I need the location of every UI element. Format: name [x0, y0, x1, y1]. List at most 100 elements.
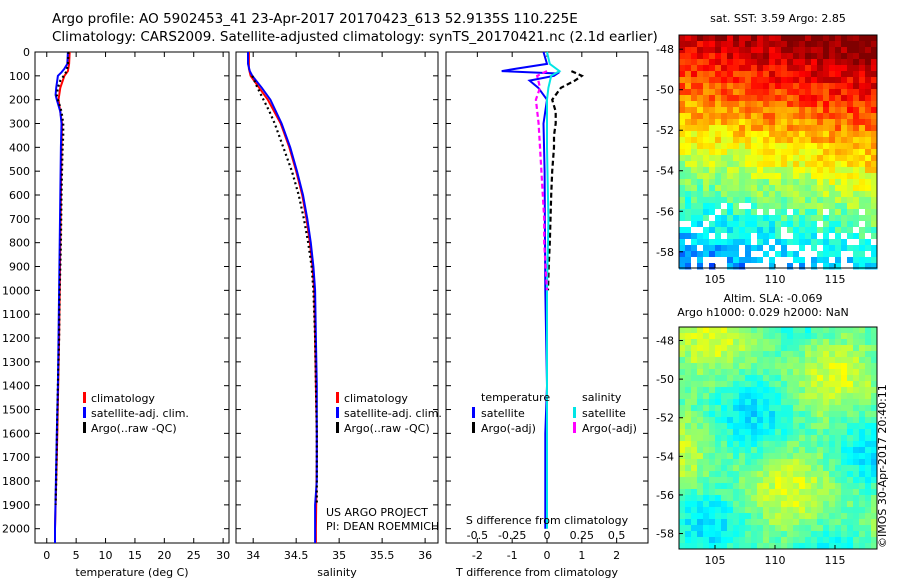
legend-label: satellite — [481, 407, 525, 420]
map-ytick-label: -50 — [656, 373, 674, 386]
map-field — [679, 35, 878, 270]
ytick-label: 1800 — [2, 475, 30, 488]
legend-swatch — [83, 392, 86, 403]
ytick-label: 100 — [9, 70, 30, 83]
map-ytick-label: -50 — [656, 84, 674, 97]
xtick-label: 34.5 — [284, 549, 309, 562]
map-title-line-2: Argo h1000: 0.029 h2000: NaN — [677, 306, 849, 319]
title-line-1: Argo profile: AO 5902453_41 23-Apr-2017 … — [52, 11, 578, 27]
panel-difference: -2 -1 0 1 2 T difference from climatology temp… — [445, 51, 649, 579]
xtick-label: -1 — [507, 549, 518, 562]
map-sst-map: 105 110 115 -48 -50 -52 -54 -56 -58 sat. SST: 3.5… — [656, 12, 878, 286]
xtick-label: 15 — [128, 549, 142, 562]
secondary-tick-label: -0.5 — [467, 529, 488, 542]
xtick-label: -2 — [472, 549, 483, 562]
series-salinity-satellite — [546, 51, 562, 529]
map-xtick-label: 115 — [825, 273, 846, 286]
map-ytick-label: -52 — [656, 124, 674, 137]
xtick-label: 34 — [246, 549, 260, 562]
map-ytick-label: -56 — [656, 205, 674, 218]
map-ytick-label: -54 — [656, 450, 674, 463]
legend-swatch — [83, 422, 86, 433]
series-argo-raw-qc- — [251, 75, 318, 505]
title-line-2: Climatology: CARS2009. Satellite-adjuste… — [52, 29, 658, 45]
secondary-axis-label: S difference from climatology — [466, 514, 629, 527]
legend-header: temperature — [481, 391, 550, 404]
secondary-tick-label: 0.5 — [608, 529, 626, 542]
ytick-label: 400 — [9, 141, 30, 154]
plot-frame — [34, 51, 230, 544]
map-ytick-label: -48 — [656, 43, 674, 56]
map-ytick-label: -52 — [656, 412, 674, 425]
legend-label: climatology — [344, 392, 408, 405]
annotation-project: US ARGO PROJECT — [326, 506, 428, 519]
legend-label: climatology — [91, 392, 155, 405]
map-frame — [678, 326, 878, 550]
series-argo-raw-qc- — [54, 51, 70, 505]
legend-label: satellite-adj. clim. — [91, 407, 189, 420]
legend-label: Argo(-adj) — [582, 422, 637, 435]
legend-swatch — [573, 407, 576, 418]
imos-watermark: ©IMOS 30-Apr-2017 20:40:11 — [876, 384, 889, 548]
xtick-label: 2 — [613, 549, 620, 562]
map-ytick-label: -58 — [656, 528, 674, 541]
ytick-label: 1000 — [2, 284, 30, 297]
secondary-tick-label: 0 — [544, 529, 551, 542]
legend-swatch — [336, 407, 339, 418]
xtick-label: 5 — [73, 549, 80, 562]
legend-label: satellite-adj. clim. — [344, 407, 442, 420]
map-title-line-1: Altim. SLA: -0.069 — [723, 292, 822, 305]
ytick-label: 1100 — [2, 308, 30, 321]
series-temperature-argo-adj- — [546, 70, 585, 291]
xaxis-label: salinity — [317, 566, 357, 579]
panel-temperature: 0100200300400500600700800900100011001200… — [2, 46, 230, 579]
xtick-label: 35.5 — [370, 549, 395, 562]
ytick-label: 500 — [9, 165, 30, 178]
annotation-pi: PI: DEAN ROEMMICH — [326, 520, 439, 533]
ytick-label: 0 — [23, 46, 30, 59]
map-xtick-label: 110 — [765, 273, 786, 286]
map-ytick-label: -56 — [656, 489, 674, 502]
xaxis-label: temperature (deg C) — [75, 566, 188, 579]
legend-swatch — [472, 407, 475, 418]
ytick-label: 2000 — [2, 523, 30, 536]
xtick-label: 1 — [578, 549, 585, 562]
map-ytick-label: -48 — [656, 335, 674, 348]
map-field — [679, 327, 878, 550]
ytick-label: 1400 — [2, 380, 30, 393]
ytick-label: 200 — [9, 94, 30, 107]
ytick-label: 700 — [9, 213, 30, 226]
legend-label: Argo(..raw -QC) — [344, 422, 430, 435]
legend-swatch — [336, 422, 339, 433]
legend-header: salinity — [582, 391, 622, 404]
series-satellite-adj-clim- — [247, 52, 318, 543]
map-xtick-label: 105 — [705, 554, 726, 567]
ytick-label: 1500 — [2, 404, 30, 417]
legend-label: Argo(..raw -QC) — [91, 422, 177, 435]
xtick-label: 10 — [99, 549, 113, 562]
xtick-label: 30 — [216, 549, 230, 562]
map-frame — [678, 34, 878, 269]
map-xtick-label: 105 — [705, 273, 726, 286]
xtick-label: 36 — [418, 549, 432, 562]
secondary-tick-label: -0.25 — [498, 529, 526, 542]
ytick-label: 800 — [9, 237, 30, 250]
map-title: sat. SST: 3.59 Argo: 2.85 — [710, 12, 846, 25]
map-ytick-label: -58 — [656, 246, 674, 259]
ytick-label: 1300 — [2, 356, 30, 369]
legend-label: Argo(-adj) — [481, 422, 536, 435]
legend-swatch — [83, 407, 86, 418]
xaxis-label: T difference from climatology — [455, 566, 618, 579]
ytick-label: 1200 — [2, 332, 30, 345]
panel-salinity: 34 34.5 35 35.5 36 salinity climatology satelli… — [235, 51, 442, 579]
legend-swatch — [573, 422, 576, 433]
xtick-label: 0 — [544, 549, 551, 562]
xtick-label: 35 — [332, 549, 346, 562]
legend-swatch — [336, 392, 339, 403]
ytick-label: 1900 — [2, 499, 30, 512]
xtick-label: 25 — [187, 549, 201, 562]
ytick-label: 1700 — [2, 451, 30, 464]
xtick-label: 20 — [157, 549, 171, 562]
ytick-label: 900 — [9, 261, 30, 274]
